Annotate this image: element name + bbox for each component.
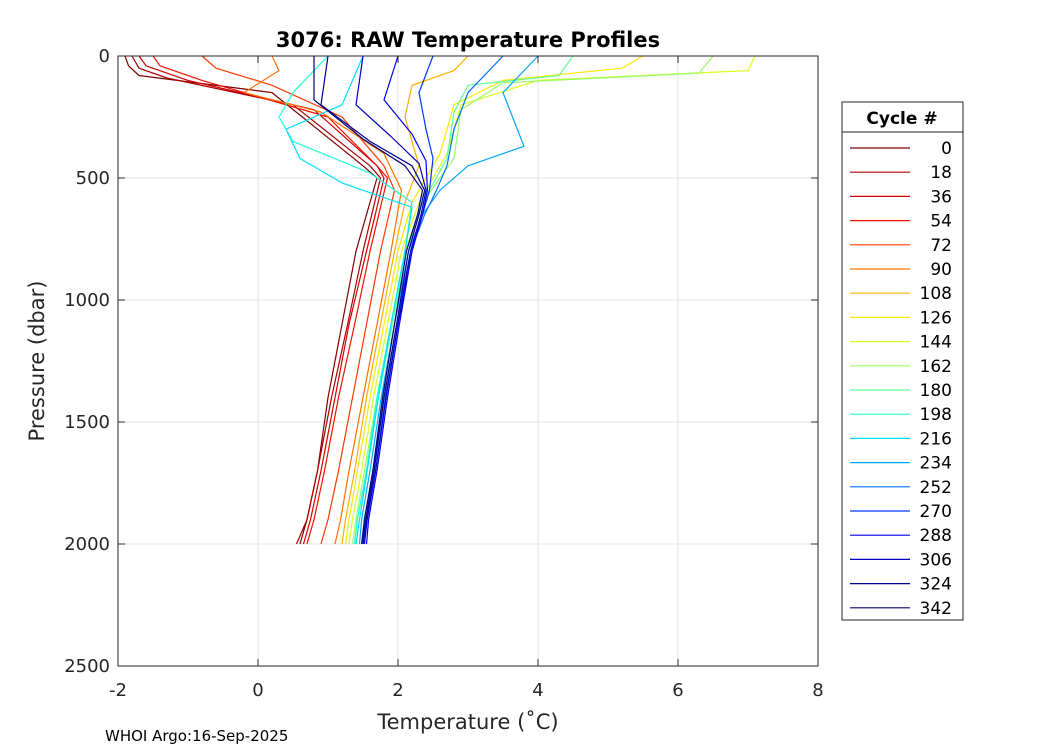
profile-line-cycle-324 xyxy=(320,55,426,545)
legend-label: 270 xyxy=(920,502,952,522)
legend-label: 180 xyxy=(920,381,952,401)
legend-label: 288 xyxy=(920,526,952,546)
legend-label: 306 xyxy=(920,550,952,570)
series-group xyxy=(124,55,756,545)
y-tick-label: 0 xyxy=(99,46,110,67)
legend-label: 108 xyxy=(920,284,952,304)
legend-label: 342 xyxy=(920,599,952,619)
plot-area xyxy=(118,56,818,666)
legend: Cycle # 0 18 36 54 72 90 108 126 144 162 180 198 216… xyxy=(841,101,964,621)
legend-label: 54 xyxy=(930,212,952,232)
legend-label: 0 xyxy=(941,139,952,159)
profile-line-cycle-90 xyxy=(243,55,403,545)
profile-line-cycle-54 xyxy=(152,55,389,545)
legend-title: Cycle # xyxy=(866,109,937,129)
x-tick-label: 8 xyxy=(812,680,823,701)
legend-box xyxy=(841,101,964,621)
profile-line-cycle-306 xyxy=(355,55,427,545)
axis-ticks: -2 0 2 4 6 8 0 500 1000 1500 2000 2500 xyxy=(64,46,824,701)
y-axis-title: Pressure (dbar) xyxy=(25,281,49,442)
legend-label: 72 xyxy=(930,236,952,256)
legend-entries: 0 18 36 54 72 90 108 126 144 162 180 198 216 234 252 27… xyxy=(850,139,952,619)
y-tick-label: 2000 xyxy=(64,534,110,555)
y-tick-label: 2500 xyxy=(64,656,110,677)
legend-label: 126 xyxy=(920,308,952,328)
legend-label: 324 xyxy=(920,575,952,595)
legend-label: 162 xyxy=(920,357,952,377)
y-tick-label: 1000 xyxy=(64,290,110,311)
profile-line-cycle-36 xyxy=(138,55,385,545)
axes-box xyxy=(117,55,819,667)
profile-line-cycle-342 xyxy=(313,56,424,545)
profile-line-cycle-126 xyxy=(344,55,644,545)
legend-label: 198 xyxy=(920,405,952,425)
profile-line-cycle-108 xyxy=(341,55,469,545)
x-tick-label: 6 xyxy=(672,680,683,701)
x-tick-label: -2 xyxy=(109,680,127,701)
x-axis-title: Temperature (˚C) xyxy=(376,710,558,734)
chart-title: 3076: RAW Temperature Profiles xyxy=(276,28,660,52)
legend-label: 36 xyxy=(930,187,952,207)
y-tick-label: 1500 xyxy=(64,412,110,433)
legend-label: 216 xyxy=(920,429,952,449)
legend-label: 234 xyxy=(920,454,952,474)
footer-stamp: WHOI Argo:16-Sep-2025 xyxy=(105,727,288,745)
profile-line-cycle-18 xyxy=(131,55,382,545)
profile-line-cycle-216 xyxy=(285,55,413,545)
profile-line-cycle-288 xyxy=(365,55,428,545)
legend-label: 18 xyxy=(930,163,952,183)
x-tick-label: 4 xyxy=(532,680,543,701)
legend-label: 144 xyxy=(920,333,952,353)
y-tick-label: 500 xyxy=(76,168,110,189)
x-tick-label: 2 xyxy=(392,680,403,701)
legend-label: 90 xyxy=(930,260,952,280)
x-tick-label: 0 xyxy=(252,680,263,701)
legend-label: 252 xyxy=(920,478,952,498)
profile-line-cycle-72 xyxy=(201,55,396,545)
